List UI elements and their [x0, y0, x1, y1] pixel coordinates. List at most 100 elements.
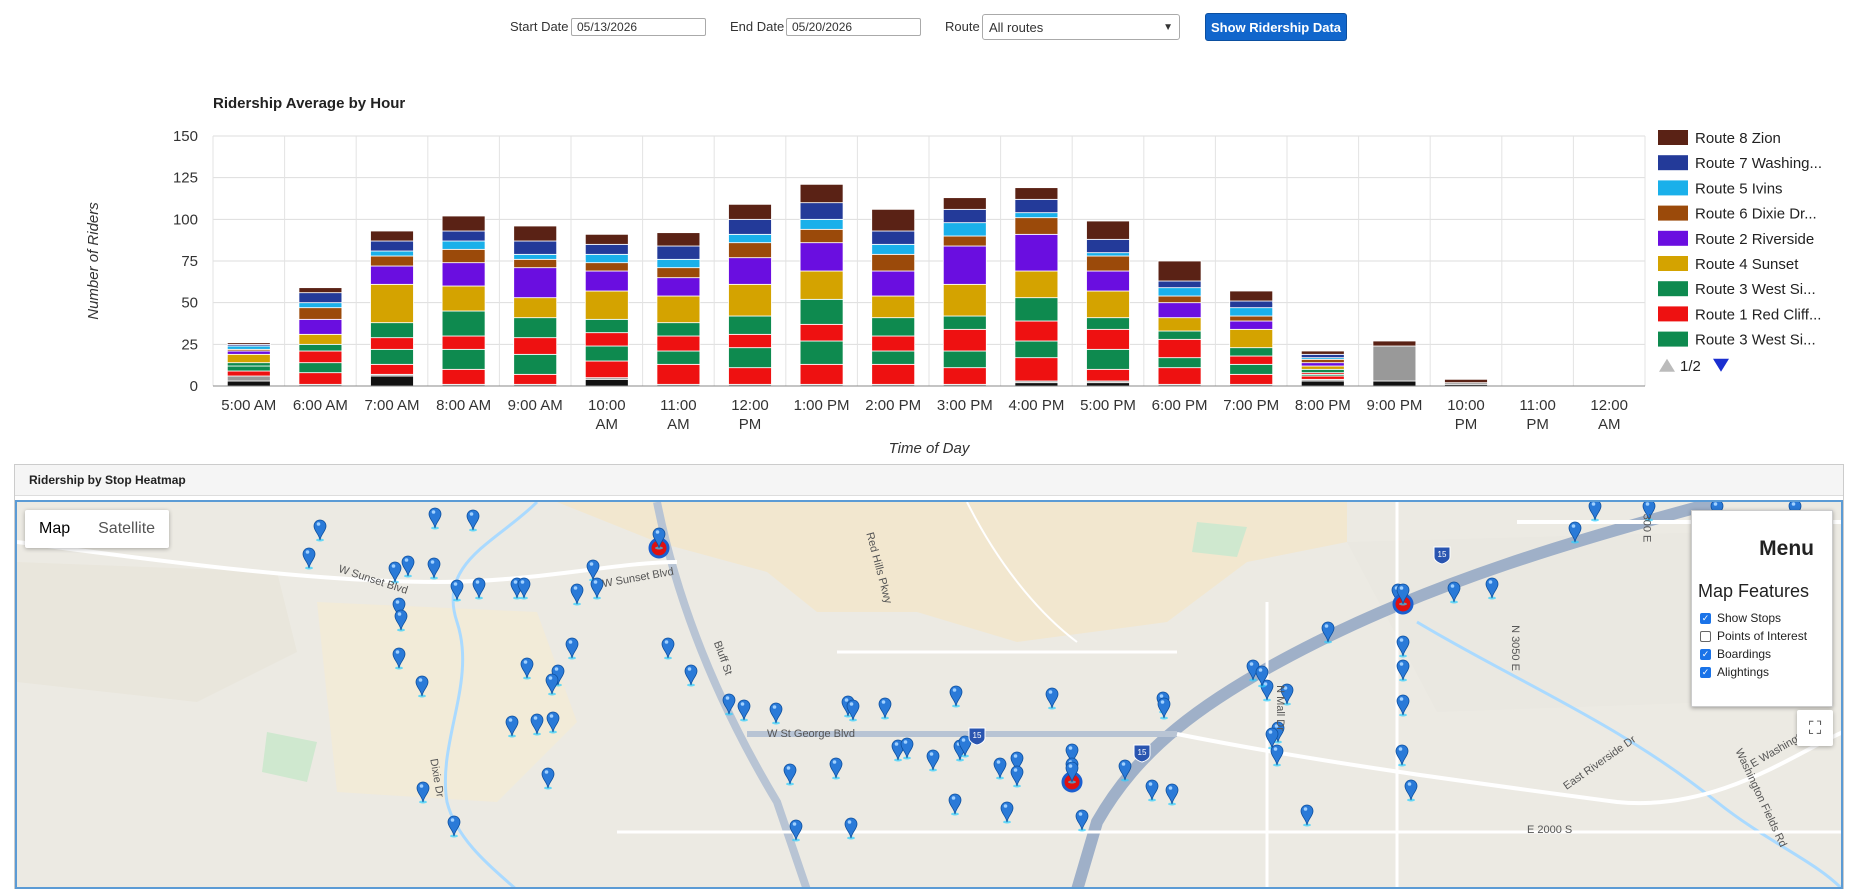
stop-marker-icon[interactable]	[1321, 621, 1335, 644]
stop-marker-icon[interactable]	[428, 507, 442, 530]
stop-marker-icon[interactable]	[530, 713, 544, 736]
stop-marker-icon[interactable]	[949, 685, 963, 708]
stop-marker-icon[interactable]	[450, 579, 464, 602]
stop-marker-icon[interactable]	[1568, 521, 1582, 544]
stop-marker-icon[interactable]	[844, 817, 858, 840]
stop-marker-icon[interactable]	[505, 715, 519, 738]
stop-marker-icon[interactable]	[565, 637, 579, 660]
bar-segment	[728, 203, 772, 220]
bar-segment	[226, 362, 271, 367]
stop-marker-icon[interactable]	[1396, 583, 1410, 606]
stop-marker-icon[interactable]	[1118, 759, 1132, 782]
bar-segment	[1300, 375, 1345, 380]
stop-marker-icon[interactable]	[1300, 804, 1314, 827]
stop-marker-icon[interactable]	[546, 711, 560, 734]
map-canvas[interactable]: 15 15 15	[17, 502, 1843, 889]
bar-segment	[584, 332, 629, 347]
stop-marker-icon[interactable]	[1270, 744, 1284, 767]
stop-marker-icon[interactable]	[1396, 659, 1410, 682]
stop-marker-icon[interactable]	[1447, 581, 1461, 604]
stop-marker-icon[interactable]	[541, 767, 555, 790]
stop-marker-icon[interactable]	[1396, 635, 1410, 658]
bar-segment	[656, 335, 701, 352]
start-date-input[interactable]: 05/13/2026	[571, 18, 706, 36]
stop-marker-icon[interactable]	[415, 675, 429, 698]
checkbox-unchecked-icon[interactable]	[1700, 630, 1711, 642]
end-date-input[interactable]: 05/20/2026	[786, 18, 921, 36]
stop-marker-icon[interactable]	[737, 699, 751, 722]
stop-marker-icon[interactable]	[313, 519, 327, 542]
stop-marker-icon[interactable]	[416, 781, 430, 804]
bar-segment	[441, 230, 486, 242]
stop-marker-icon[interactable]	[302, 547, 316, 570]
stop-marker-icon[interactable]	[900, 737, 914, 760]
bar-segment	[1014, 198, 1059, 214]
stop-marker-icon[interactable]	[789, 819, 803, 842]
stop-marker-icon[interactable]	[722, 693, 736, 716]
option-boardings[interactable]: ✓ Boardings	[1700, 647, 1771, 661]
stop-marker-icon[interactable]	[1395, 744, 1409, 767]
y-tick-label: 0	[190, 378, 198, 395]
stop-marker-icon[interactable]	[1280, 683, 1294, 706]
stop-marker-icon[interactable]	[1255, 665, 1269, 688]
stop-marker-icon[interactable]	[846, 699, 860, 722]
stop-marker-icon[interactable]	[447, 815, 461, 838]
legend-swatch	[1658, 230, 1688, 246]
bar-segment	[513, 317, 558, 339]
option-points-of-interest[interactable]: Points of Interest	[1700, 629, 1807, 643]
stop-marker-icon[interactable]	[1485, 577, 1499, 600]
stop-marker-icon[interactable]	[1642, 502, 1656, 522]
checkbox-checked-icon[interactable]: ✓	[1700, 612, 1711, 624]
stop-marker-icon[interactable]	[570, 583, 584, 606]
stop-marker-icon[interactable]	[1065, 761, 1079, 784]
stop-marker-icon[interactable]	[1396, 694, 1410, 717]
stop-marker-icon[interactable]	[661, 637, 675, 660]
stop-marker-icon[interactable]	[392, 647, 406, 670]
stop-marker-icon[interactable]	[472, 577, 486, 600]
stop-marker-icon[interactable]	[783, 763, 797, 786]
map-tab[interactable]: Map	[39, 520, 71, 537]
bar-segment	[871, 230, 916, 245]
satellite-tab[interactable]: Satellite	[98, 520, 156, 537]
stop-marker-icon[interactable]	[520, 657, 534, 680]
stop-marker-icon[interactable]	[1075, 809, 1089, 832]
stop-marker-icon[interactable]	[1165, 783, 1179, 806]
stop-marker-icon[interactable]	[394, 609, 408, 632]
stop-marker-icon[interactable]	[401, 555, 415, 578]
stop-marker-icon[interactable]	[388, 561, 402, 584]
stop-marker-icon[interactable]	[1145, 779, 1159, 802]
stop-marker-icon[interactable]	[1404, 779, 1418, 802]
stop-marker-icon[interactable]	[684, 664, 698, 687]
stop-marker-icon[interactable]	[517, 577, 531, 600]
stop-marker-icon[interactable]	[993, 757, 1007, 780]
legend-swatch	[1658, 205, 1688, 221]
stop-marker-icon[interactable]	[1588, 502, 1602, 522]
stop-marker-icon[interactable]	[545, 673, 559, 696]
checkbox-checked-icon[interactable]: ✓	[1700, 666, 1711, 678]
stop-marker-icon[interactable]	[769, 702, 783, 725]
show-ridership-button[interactable]: Show Ridership Data	[1205, 13, 1347, 41]
option-alightings[interactable]: ✓ Alightings	[1700, 665, 1769, 679]
stop-marker-icon[interactable]	[590, 577, 604, 600]
option-show-stops[interactable]: ✓ Show Stops	[1700, 611, 1781, 625]
stop-marker-icon[interactable]	[427, 557, 441, 580]
bar-segment	[1086, 348, 1130, 370]
stop-marker-icon[interactable]	[926, 749, 940, 772]
stop-marker-icon[interactable]	[1010, 765, 1024, 788]
stop-marker-icon[interactable]	[1045, 687, 1059, 710]
heatmap-map[interactable]: 15 15 15 W Sunset Blvd W Sunset Blvd Bluff…	[15, 500, 1843, 889]
route-select[interactable]: All routes ▼	[982, 14, 1180, 40]
fullscreen-icon[interactable]: ⛶	[1797, 710, 1833, 746]
stop-marker-icon[interactable]	[948, 793, 962, 816]
x-tick-label: 6:00 AM	[293, 397, 348, 414]
stop-marker-icon[interactable]	[829, 757, 843, 780]
stop-marker-icon[interactable]	[878, 697, 892, 720]
stop-marker-icon[interactable]	[958, 735, 972, 758]
stop-marker-icon[interactable]	[466, 509, 480, 532]
stop-marker-icon[interactable]	[1000, 801, 1014, 824]
option-label: Points of Interest	[1717, 629, 1808, 643]
checkbox-checked-icon[interactable]: ✓	[1700, 648, 1711, 660]
stop-marker-icon[interactable]	[1157, 697, 1171, 720]
stop-marker-icon[interactable]	[652, 527, 666, 550]
bar-segment	[513, 240, 558, 255]
